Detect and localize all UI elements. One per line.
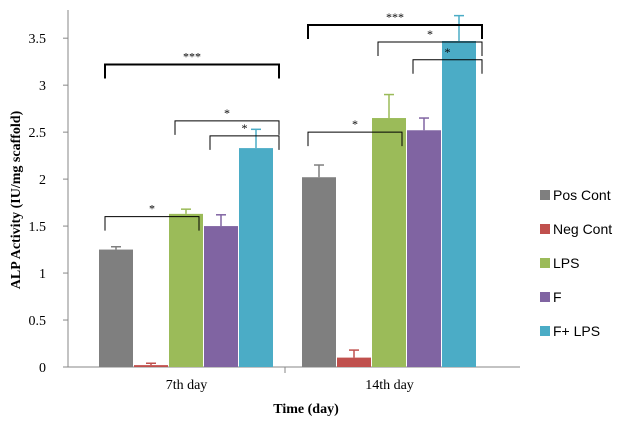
significance-label: * [224, 106, 230, 120]
bar-f [204, 226, 238, 367]
significance-label: * [149, 202, 155, 216]
legend-label: LPS [553, 255, 579, 271]
y-tick-label: 3.5 [29, 32, 47, 47]
legend-swatch [540, 326, 550, 336]
y-tick-label: 3 [39, 79, 46, 94]
significance-bracket [104, 63, 280, 79]
x-tick-label: 14th day [365, 378, 414, 393]
significance-bracket [307, 24, 483, 40]
significance-bracket [209, 135, 280, 150]
legend-swatch [540, 190, 550, 200]
significance-label: * [445, 45, 451, 59]
y-axis-label: ALP Activity (IU/mg scaffold) [9, 110, 24, 289]
y-tick-label: 2.5 [29, 126, 47, 141]
significance-bracket [377, 41, 483, 56]
significance-bracket [307, 131, 403, 147]
y-tick-label: 1.5 [29, 220, 47, 235]
bar-pos-cont [99, 249, 133, 367]
bar-f [407, 130, 441, 367]
significance-label: * [352, 117, 358, 131]
legend: Pos Cont Neg Cont LPS F F+ LPS [540, 187, 612, 339]
x-axis-label: Time (day) [273, 402, 339, 417]
y-tick-label: 2 [39, 173, 46, 188]
y-tick-label: 0.5 [29, 314, 47, 329]
bar-f-lps [239, 148, 273, 367]
significance-label: *** [386, 10, 404, 24]
significance-label: *** [183, 49, 201, 63]
significance-label: * [427, 27, 433, 41]
bar-lps [169, 213, 203, 367]
bar-neg-cont [134, 365, 168, 367]
x-tick-label: 7th day [166, 378, 208, 393]
legend-label: F+ LPS [553, 323, 600, 339]
bar-pos-cont [302, 177, 336, 367]
legend-label: Neg Cont [553, 221, 612, 237]
bar-neg-cont [337, 357, 371, 367]
legend-swatch [540, 292, 550, 302]
significance-bracket [412, 59, 483, 74]
y-tick-label: 0 [39, 361, 46, 376]
legend-label: Pos Cont [553, 187, 611, 203]
significance-bracket [174, 120, 280, 135]
legend-swatch [540, 258, 550, 268]
significance-bracket [104, 216, 200, 231]
significance-label: * [242, 121, 248, 135]
y-tick-label: 1 [39, 267, 46, 282]
bar-f-lps [442, 41, 476, 368]
legend-swatch [540, 224, 550, 234]
bar-lps [372, 118, 406, 367]
legend-label: F [553, 289, 562, 305]
